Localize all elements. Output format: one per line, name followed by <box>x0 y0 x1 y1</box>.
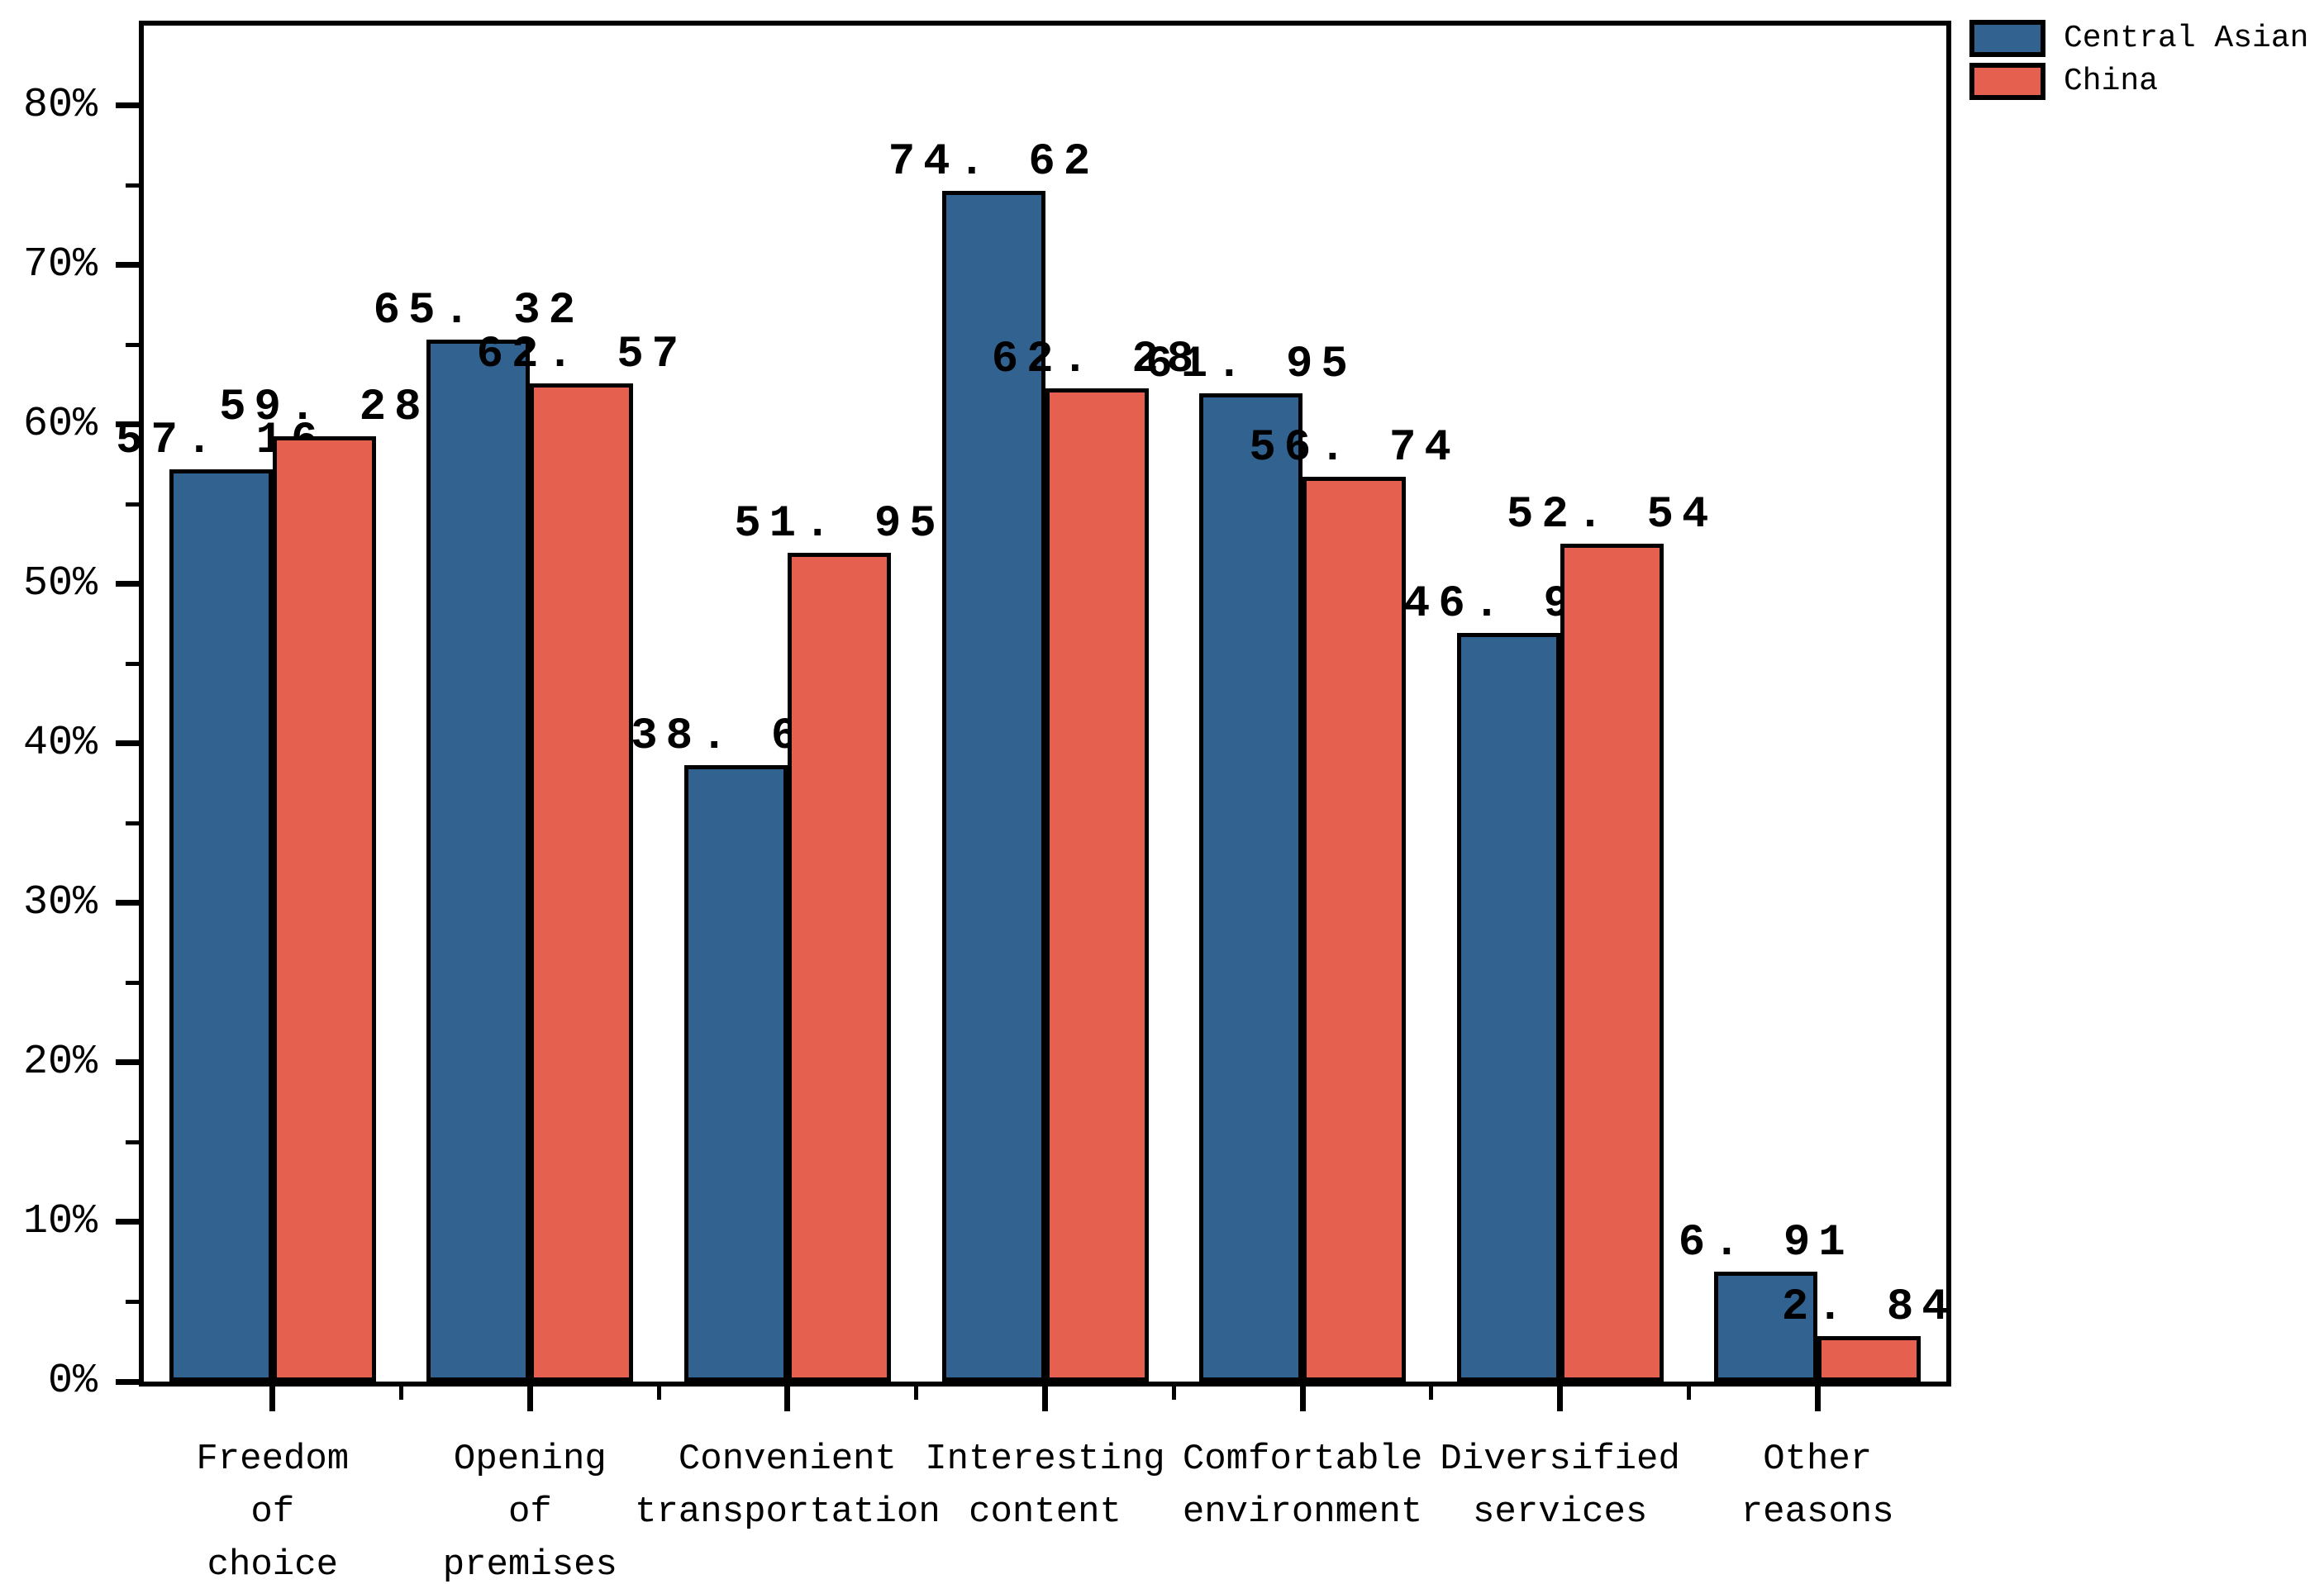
y-tick-label: 50% <box>22 559 98 607</box>
x-axis-minor-tick <box>1171 1387 1176 1400</box>
value-label: 52. 54 <box>1506 489 1717 540</box>
y-tick-label: 40% <box>22 719 98 767</box>
y-axis-minor-tick <box>126 980 139 985</box>
value-label: 2. 84 <box>1781 1282 1957 1334</box>
bar-china <box>1560 543 1664 1382</box>
y-tick-label: 80% <box>22 81 98 129</box>
category-label: Opening of premises <box>442 1439 617 1584</box>
value-label: 62. 57 <box>476 330 688 381</box>
y-tick-label: 0% <box>47 1358 98 1405</box>
x-axis-major-tick <box>784 1387 791 1411</box>
legend-swatch-central-asian <box>1969 20 2045 57</box>
bar-china <box>1302 476 1407 1382</box>
category-label: Diversified services <box>1440 1439 1680 1533</box>
y-tick-label: 60% <box>22 400 98 448</box>
bar-china <box>1045 388 1149 1382</box>
y-axis-major-tick <box>116 1219 139 1225</box>
bar-central-asian <box>1456 633 1560 1382</box>
y-axis-minor-tick <box>126 821 139 825</box>
category-label: Comfortable environment <box>1182 1439 1423 1533</box>
y-axis-major-tick <box>116 1059 139 1066</box>
bar-china <box>272 435 376 1382</box>
y-axis-major-tick <box>116 900 139 906</box>
legend-entry-china: China <box>1969 63 2308 100</box>
legend-label: Central Asian <box>2064 21 2309 56</box>
value-label: 51. 95 <box>734 499 945 550</box>
y-axis-major-tick <box>116 262 139 269</box>
bar-central-asian <box>169 469 273 1382</box>
y-axis-major-tick <box>116 581 139 587</box>
y-axis-major-tick <box>116 102 139 109</box>
bar-central-asian <box>1199 393 1303 1382</box>
y-tick-label: 30% <box>22 878 98 926</box>
y-axis-minor-tick <box>126 661 139 666</box>
value-label: 74. 62 <box>888 137 1099 188</box>
y-axis-minor-tick <box>126 1139 139 1144</box>
y-axis-minor-tick <box>126 1299 139 1304</box>
bar-china <box>530 383 634 1382</box>
category-label: Interesting content <box>925 1439 1165 1533</box>
y-axis-major-tick <box>116 1378 139 1385</box>
value-label: 61. 95 <box>1145 340 1356 391</box>
x-axis-major-tick <box>1042 1387 1048 1411</box>
bar-china <box>1817 1336 1922 1382</box>
x-axis-major-tick <box>269 1387 276 1411</box>
category-label: Freedom of choice <box>196 1439 350 1584</box>
legend-entry-central-asian: Central Asian <box>1969 20 2308 57</box>
y-axis-major-tick <box>116 421 139 428</box>
y-tick-label: 10% <box>22 1197 98 1245</box>
x-axis-minor-tick <box>399 1387 404 1400</box>
bar-china <box>787 553 891 1382</box>
x-axis-major-tick <box>1557 1387 1564 1411</box>
x-axis-minor-tick <box>1429 1387 1434 1400</box>
bar-central-asian <box>941 191 1045 1382</box>
x-axis-minor-tick <box>1686 1387 1691 1400</box>
category-label: Other reasons <box>1741 1439 1894 1533</box>
y-axis-major-tick <box>116 740 139 747</box>
legend: Central Asian China <box>1969 20 2308 100</box>
x-axis-major-tick <box>1299 1387 1306 1411</box>
value-label: 59. 28 <box>219 382 430 433</box>
bar-central-asian <box>683 765 788 1382</box>
x-axis-minor-tick <box>914 1387 919 1400</box>
plot-area: 0% 10% 20% 30% 40% 50% 60% 70% 80% 57. 16 65. 32 38… <box>23 21 1951 1584</box>
value-label: 65. 32 <box>373 285 584 336</box>
y-tick-label: 70% <box>22 240 98 288</box>
bar-central-asian <box>1714 1271 1818 1382</box>
value-label: 56. 74 <box>1249 422 1460 473</box>
legend-swatch-china <box>1969 63 2045 100</box>
value-label: 62. 28 <box>991 334 1202 385</box>
y-axis-minor-tick <box>126 183 139 188</box>
y-axis-minor-tick <box>126 342 139 347</box>
legend-label: China <box>2064 64 2159 99</box>
y-tick-label: 20% <box>22 1038 98 1086</box>
x-axis-major-tick <box>526 1387 533 1411</box>
x-axis-minor-tick <box>656 1387 661 1400</box>
bar-central-asian <box>426 339 531 1382</box>
y-axis-minor-tick <box>126 502 139 507</box>
x-axis-major-tick <box>1814 1387 1821 1411</box>
value-label: 6. 91 <box>1678 1217 1854 1268</box>
category-label: Convenient transportation <box>635 1439 941 1533</box>
